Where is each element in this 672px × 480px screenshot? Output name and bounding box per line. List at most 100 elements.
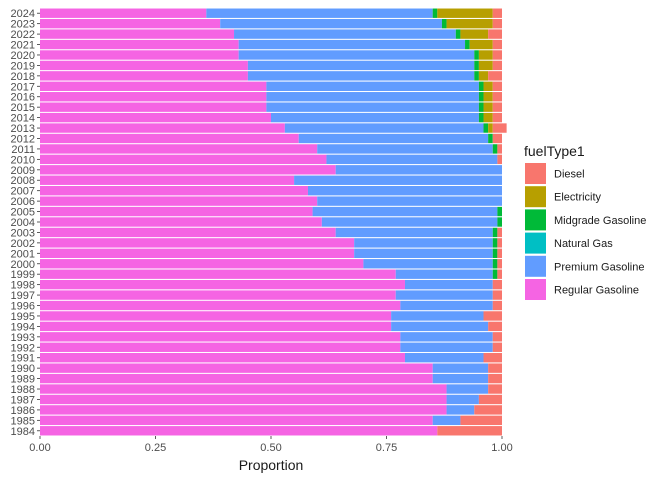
bar-segment-1987-regular-gasoline xyxy=(40,394,447,405)
bar-segment-2016-premium-gasoline xyxy=(266,92,479,102)
bar-segment-1986-diesel xyxy=(474,405,502,415)
bar-segment-2007-premium-gasoline xyxy=(307,185,502,196)
bar-segment-2017-regular-gasoline xyxy=(40,81,267,91)
bar-segment-2000-diesel xyxy=(497,259,502,269)
bar-segment-1999-diesel xyxy=(497,269,502,279)
bar-segment-2021-electricity xyxy=(469,39,493,50)
bar-segment-2021-premium-gasoline xyxy=(238,39,466,50)
y-tick-label: 1993 xyxy=(11,332,35,344)
bar-segment-1986-regular-gasoline xyxy=(40,405,447,415)
y-tick-label: 2003 xyxy=(11,227,35,239)
bar-segment-2000-premium-gasoline xyxy=(363,259,493,269)
bar-segment-1984-diesel xyxy=(437,426,502,436)
bar-segment-2004-premium-gasoline xyxy=(321,217,498,227)
bar-segment-1996-regular-gasoline xyxy=(40,300,401,311)
y-tick-label: 2006 xyxy=(11,196,35,208)
legend-label: Electricity xyxy=(554,192,602,204)
y-tick-label: 2005 xyxy=(11,207,35,219)
bar-segment-2022-premium-gasoline xyxy=(234,29,456,39)
bar-segment-1989-premium-gasoline xyxy=(432,373,489,384)
legend-label: Regular Gasoline xyxy=(554,285,639,297)
y-tick-label: 1990 xyxy=(11,363,35,375)
bar-segment-2022-regular-gasoline xyxy=(40,29,235,39)
y-tick-label: 2011 xyxy=(11,144,35,156)
bar-segment-2018-regular-gasoline xyxy=(40,71,248,81)
y-tick-label: 1991 xyxy=(11,353,35,365)
y-tick-label: 2021 xyxy=(11,40,35,52)
bar-segment-2000-midgrade-gasoline xyxy=(492,259,498,269)
y-tick-label: 2012 xyxy=(11,133,35,145)
x-tick-label: 1.00 xyxy=(491,442,512,454)
bar-segment-2023-regular-gasoline xyxy=(40,18,221,29)
y-tick-label: 2001 xyxy=(11,248,35,260)
bar-segment-2014-diesel xyxy=(492,112,502,123)
bar-segment-2021-regular-gasoline xyxy=(40,39,239,50)
bar-segment-2018-midgrade-gasoline xyxy=(474,71,479,81)
bar-segment-2012-regular-gasoline xyxy=(40,133,299,144)
y-tick-label: 2019 xyxy=(11,60,35,72)
bar-segment-1988-regular-gasoline xyxy=(40,384,447,394)
y-tick-label: 1985 xyxy=(11,415,35,427)
bar-segment-2019-diesel xyxy=(492,60,502,71)
bar-segment-2015-regular-gasoline xyxy=(40,102,267,112)
bar-segment-1990-diesel xyxy=(488,363,502,373)
bar-segment-2010-regular-gasoline xyxy=(40,154,327,165)
bar-segment-2016-midgrade-gasoline xyxy=(478,92,484,102)
bar-segment-2001-diesel xyxy=(497,248,502,259)
bar-segment-2023-diesel xyxy=(492,18,502,29)
bar-segment-1989-diesel xyxy=(488,373,502,384)
legend-swatch-electricity xyxy=(525,186,546,208)
bar-segment-2020-electricity xyxy=(478,50,493,60)
bar-segment-2023-premium-gasoline xyxy=(220,18,442,29)
y-tick-label: 1989 xyxy=(11,374,35,386)
bar-segment-1998-regular-gasoline xyxy=(40,279,405,290)
y-tick-label: 1994 xyxy=(11,321,35,333)
bar-segment-1984-regular-gasoline xyxy=(40,426,438,436)
legend-swatch-midgrade-gasoline xyxy=(525,209,546,231)
bar-segment-2015-premium-gasoline xyxy=(266,102,479,112)
bar-segment-1987-diesel xyxy=(478,394,502,405)
y-tick-label: 2015 xyxy=(11,102,35,114)
legend-swatch-regular-gasoline xyxy=(525,279,546,300)
bar-segment-2018-premium-gasoline xyxy=(247,71,475,81)
bar-segment-1991-regular-gasoline xyxy=(40,353,405,363)
bars-layer xyxy=(40,8,507,436)
legend-title: fuelType1 xyxy=(524,143,585,159)
bar-segment-1992-regular-gasoline xyxy=(40,342,401,352)
y-tick-label: 1992 xyxy=(11,342,35,354)
bar-segment-1988-diesel xyxy=(488,384,502,394)
y-tick-label: 1998 xyxy=(11,280,35,292)
bar-segment-2019-premium-gasoline xyxy=(247,60,475,71)
bar-segment-2022-midgrade-gasoline xyxy=(455,29,461,39)
bar-segment-2005-midgrade-gasoline xyxy=(497,206,502,217)
bar-segment-2024-regular-gasoline xyxy=(40,8,207,18)
y-tick-label: 2024 xyxy=(11,8,35,20)
bar-segment-2024-midgrade-gasoline xyxy=(432,8,438,18)
legend-label: Natural Gas xyxy=(554,238,613,250)
bar-segment-2001-regular-gasoline xyxy=(40,248,355,259)
y-tick-label: 2017 xyxy=(11,81,35,93)
bar-segment-2011-regular-gasoline xyxy=(40,144,318,154)
bar-segment-1995-regular-gasoline xyxy=(40,311,392,321)
bar-segment-2014-electricity xyxy=(483,112,493,123)
bar-segment-1999-regular-gasoline xyxy=(40,269,396,279)
bar-segment-2008-regular-gasoline xyxy=(40,175,295,185)
bar-segment-1994-premium-gasoline xyxy=(391,321,489,332)
bar-segment-2003-diesel xyxy=(497,227,502,238)
bar-segment-2006-regular-gasoline xyxy=(40,196,318,206)
bar-segment-1992-diesel xyxy=(492,342,502,352)
bar-segment-2013-regular-gasoline xyxy=(40,123,285,133)
legend: fuelType1 Diesel Electricity Midgrade Gaso… xyxy=(524,143,646,300)
bar-segment-1999-premium-gasoline xyxy=(395,269,493,279)
bar-segment-2023-electricity xyxy=(446,18,493,29)
legend-label: Premium Gasoline xyxy=(554,261,644,273)
bar-segment-2017-premium-gasoline xyxy=(266,81,479,91)
bar-segment-2015-electricity xyxy=(483,102,493,112)
bar-segment-2001-premium-gasoline xyxy=(354,248,493,259)
bar-segment-1996-premium-gasoline xyxy=(400,300,493,311)
bar-segment-2017-diesel xyxy=(492,81,502,91)
bar-segment-2021-midgrade-gasoline xyxy=(465,39,470,50)
bar-segment-2015-diesel xyxy=(492,102,502,112)
bar-segment-1997-diesel xyxy=(492,290,502,300)
